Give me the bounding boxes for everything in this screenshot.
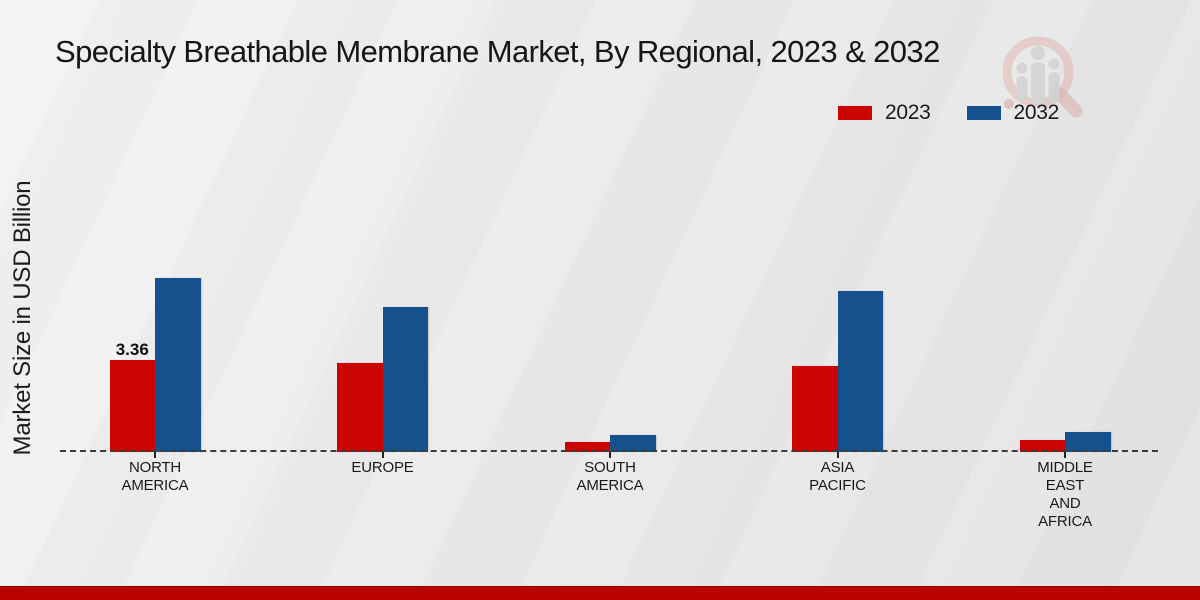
legend-item-2023: 2023 xyxy=(838,101,931,125)
category-label-line: EAST xyxy=(1045,477,1085,494)
legend-swatch-2032 xyxy=(966,106,1001,120)
legend-item-2032: 2032 xyxy=(966,101,1060,125)
magnifier-barchart-watermark-icon xyxy=(1002,36,1083,118)
x-axis-tick-north-america xyxy=(154,452,156,458)
category-label-europe: EUROPE xyxy=(308,459,458,477)
category-label-asia-pacific: ASIA PACIFIC xyxy=(763,459,913,495)
category-label-line: AFRICA xyxy=(1038,513,1092,530)
chart-title: Specialty Breathable Membrane Market, By… xyxy=(55,34,940,69)
x-axis-tick-asia-pacific xyxy=(836,452,839,458)
legend: 2023 2032 xyxy=(838,101,1059,125)
x-axis-tick-middle-east-and-africa xyxy=(1064,452,1066,458)
x-axis-tick-south-america xyxy=(609,452,611,458)
category-label-north-america: NORTH AMERICA xyxy=(80,459,230,495)
bar-2023-asia-pacific xyxy=(792,366,838,452)
bar-2032-north-america xyxy=(155,278,201,452)
category-label-line: EUROPE xyxy=(351,459,414,476)
legend-label-2023: 2023 xyxy=(885,101,931,124)
bar-2032-europe xyxy=(382,307,428,452)
zero-axis-line xyxy=(60,450,1158,452)
bar-2032-middle-east-and-africa xyxy=(1065,432,1111,452)
bottom-red-strip xyxy=(0,586,1200,600)
bar-2032-south-america xyxy=(610,435,656,452)
bar-2023-south-america xyxy=(564,442,610,452)
x-axis-tick-europe xyxy=(381,452,384,458)
category-label-line: ASIA xyxy=(820,459,855,476)
bar-2023-middle-east-and-africa xyxy=(1019,440,1065,452)
bar-2023-europe xyxy=(337,363,383,452)
category-label-middle-east-and-africa: MIDDLE EAST AND AFRICA xyxy=(990,459,1140,531)
category-label-line: AMERICA xyxy=(576,477,644,494)
category-label-line: AMERICA xyxy=(121,477,189,494)
data-label-2023-north-america: 3.36 xyxy=(115,340,149,360)
legend-label-2032: 2032 xyxy=(1013,101,1060,124)
category-label-line: SOUTH xyxy=(584,459,636,476)
category-label-line: NORTH xyxy=(128,459,182,476)
category-label-south-america: SOUTH AMERICA xyxy=(535,459,685,495)
category-label-line: AND xyxy=(1049,495,1081,512)
bar-2032-asia-pacific xyxy=(837,291,883,452)
legend-swatch-2023 xyxy=(838,106,872,120)
category-label-line: MIDDLE xyxy=(1037,459,1093,476)
category-label-line: PACIFIC xyxy=(809,477,866,494)
bar-2023-north-america xyxy=(109,360,155,452)
